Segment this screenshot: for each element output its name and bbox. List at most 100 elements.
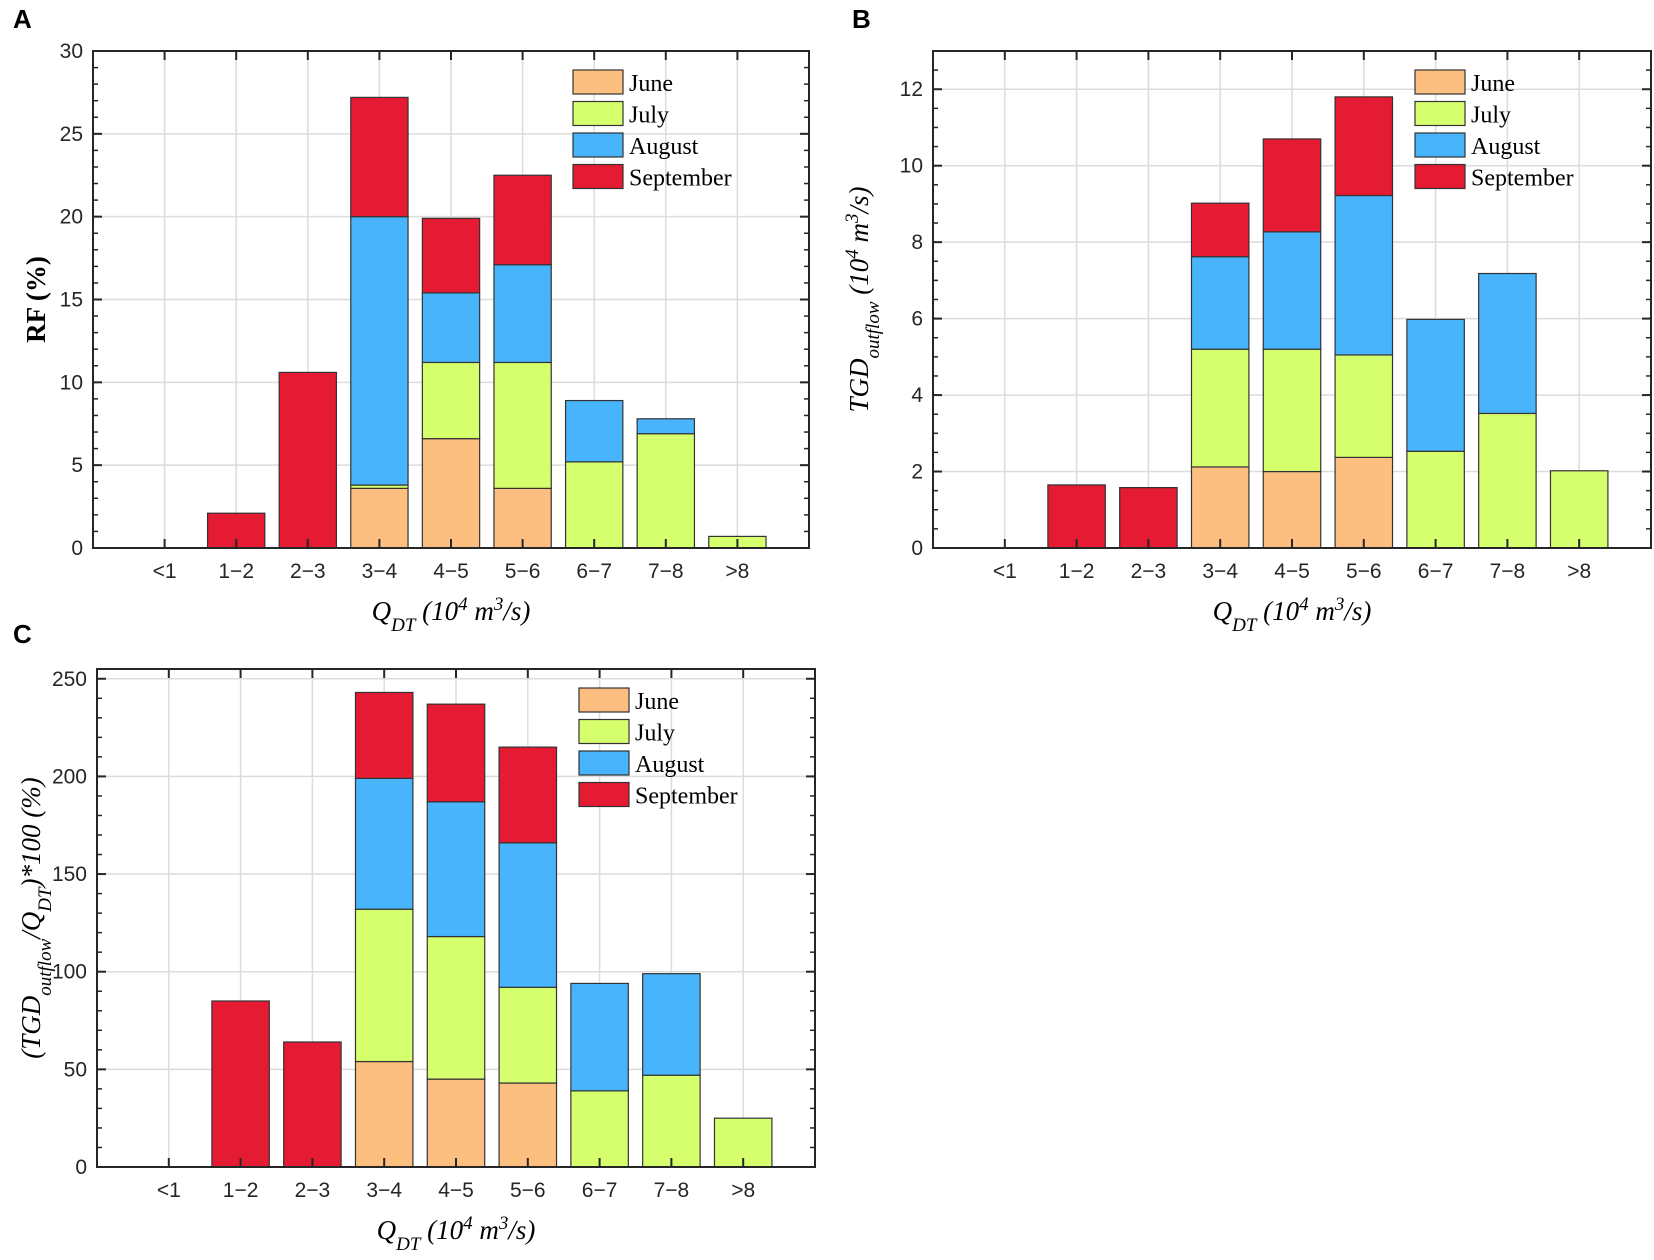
x-tick-label: 5−6 <box>510 1179 546 1202</box>
legend-swatch-august <box>1414 132 1466 158</box>
y-tick-label: 2 <box>911 461 923 484</box>
legend-swatch-august <box>578 750 630 776</box>
bar-august-4 <box>1262 231 1322 350</box>
legend-label-september: September <box>1471 166 1574 192</box>
x-axis-label: QDT (104 m3/s) <box>377 1213 536 1255</box>
x-tick-label: >8 <box>1567 560 1591 583</box>
x-tick-label: 1−2 <box>1059 560 1095 583</box>
y-tick-label: 10 <box>900 155 923 178</box>
y-tick-label: 0 <box>75 1156 87 1179</box>
bar-june-5 <box>1334 456 1394 549</box>
bar-june-3 <box>1190 466 1250 549</box>
bar-july-7 <box>642 1074 701 1168</box>
x-tick-label: 6−7 <box>582 1179 618 1202</box>
x-tick-label: >8 <box>731 1179 755 1202</box>
label-part: outflow <box>35 938 56 995</box>
panel-b: B 0 2 4 6 8 10 12 <1 1−2 2−3 3−4 4−5 5−6 6−7 7−8 >8 QDT (… <box>842 4 1652 636</box>
label-part: (10 <box>1256 596 1299 626</box>
x-tick-label: <1 <box>157 1179 181 1202</box>
bar-july-4 <box>421 361 481 440</box>
bar-august-7 <box>636 418 696 435</box>
label-part: )*100 (%) <box>16 777 46 889</box>
panel-letter: A <box>13 4 32 34</box>
label-part: 4 <box>463 1213 473 1234</box>
panel-a: A 0 5 10 15 20 25 30 <1 1−2 2−3 3−4 4−5 5−6 6−7 7−8 >8 QD… <box>13 4 810 636</box>
label-part: Q <box>372 596 392 626</box>
label-part: m <box>468 596 494 626</box>
legend-swatch-september <box>578 781 630 808</box>
bar-august-4 <box>426 801 486 938</box>
label-part: TGD <box>844 358 874 413</box>
y-tick-label: 6 <box>911 308 923 331</box>
bar-september-2 <box>1119 486 1178 549</box>
y-tick-label: 150 <box>52 863 87 886</box>
bar-june-3 <box>350 487 409 549</box>
label-part: /s) <box>1342 596 1371 626</box>
y-axis-label: (TGDoutflow/QDT)*100 (%) <box>16 777 56 1059</box>
bar-july-6 <box>1406 450 1465 549</box>
legend-label-september: September <box>635 784 738 810</box>
bar-august-5 <box>1334 194 1394 356</box>
bar-july-4 <box>426 935 486 1080</box>
y-axis-label: TGDoutflow (104 m3/s) <box>842 186 884 412</box>
x-tick-label: <1 <box>993 560 1017 583</box>
bar-august-6 <box>570 982 629 1092</box>
label-part: Q <box>1213 596 1233 626</box>
bar-july-3 <box>1190 348 1250 468</box>
x-tick-label: 6−7 <box>576 560 612 583</box>
y-tick-label: 4 <box>911 384 923 407</box>
y-tick-label: 50 <box>64 1058 87 1081</box>
bar-august-5 <box>498 842 558 988</box>
label-part: Q <box>377 1215 397 1245</box>
label-part: m <box>844 223 874 249</box>
x-tick-label: 3−4 <box>1202 560 1238 583</box>
bar-july-7 <box>636 433 696 549</box>
bar-september-3 <box>354 691 414 779</box>
legend-label-september: September <box>629 166 732 192</box>
y-tick-label: 0 <box>911 537 923 560</box>
x-tick-label: 3−4 <box>362 560 398 583</box>
y-tick-label: 15 <box>60 289 83 312</box>
bar-july-7 <box>1478 412 1537 549</box>
panel-letter: C <box>13 619 32 649</box>
bar-july-4 <box>1262 348 1322 473</box>
bar-august-3 <box>354 777 414 910</box>
panel-letter: B <box>852 4 871 34</box>
legend-swatch-september <box>1414 163 1466 190</box>
y-tick-label: 8 <box>911 231 923 254</box>
y-axis-label: RF (%) <box>21 256 51 343</box>
x-tick-label: 4−5 <box>1274 560 1310 583</box>
bar-september-5 <box>1334 96 1394 197</box>
label-part: (10 <box>844 258 874 301</box>
bar-september-4 <box>426 703 486 803</box>
bar-july-5 <box>498 986 558 1084</box>
legend-swatch-june <box>1414 69 1466 95</box>
y-tick-label: 12 <box>900 78 923 101</box>
x-tick-label: 7−8 <box>654 1179 690 1202</box>
bar-august-5 <box>493 264 552 364</box>
x-axis-label: QDT (104 m3/s) <box>1213 594 1372 636</box>
x-tick-label: 7−8 <box>648 560 684 583</box>
label-part: DT <box>35 886 56 913</box>
bar-july-8 <box>1549 470 1609 549</box>
label-part: DT <box>1231 615 1258 636</box>
x-tick-label: 2−3 <box>295 1179 331 1202</box>
bar-september-2 <box>283 1041 342 1168</box>
bar-july-5 <box>1334 354 1394 458</box>
label-part: RF (%) <box>21 256 51 343</box>
x-tick-label: 1−2 <box>223 1179 259 1202</box>
legend-label-june: June <box>635 689 679 715</box>
y-tick-label: 0 <box>71 537 83 560</box>
label-part: 4 <box>842 249 863 259</box>
label-part: outflow <box>863 301 884 358</box>
legend-label-june: June <box>629 71 673 97</box>
label-part: 3 <box>498 1213 509 1234</box>
bar-august-7 <box>1478 272 1537 415</box>
x-tick-label: 2−3 <box>1131 560 1167 583</box>
bar-june-5 <box>498 1082 558 1168</box>
x-tick-label: >8 <box>725 560 749 583</box>
bar-september-3 <box>1190 202 1250 258</box>
label-part: 4 <box>458 594 468 615</box>
label-part: (10 <box>420 1215 463 1245</box>
